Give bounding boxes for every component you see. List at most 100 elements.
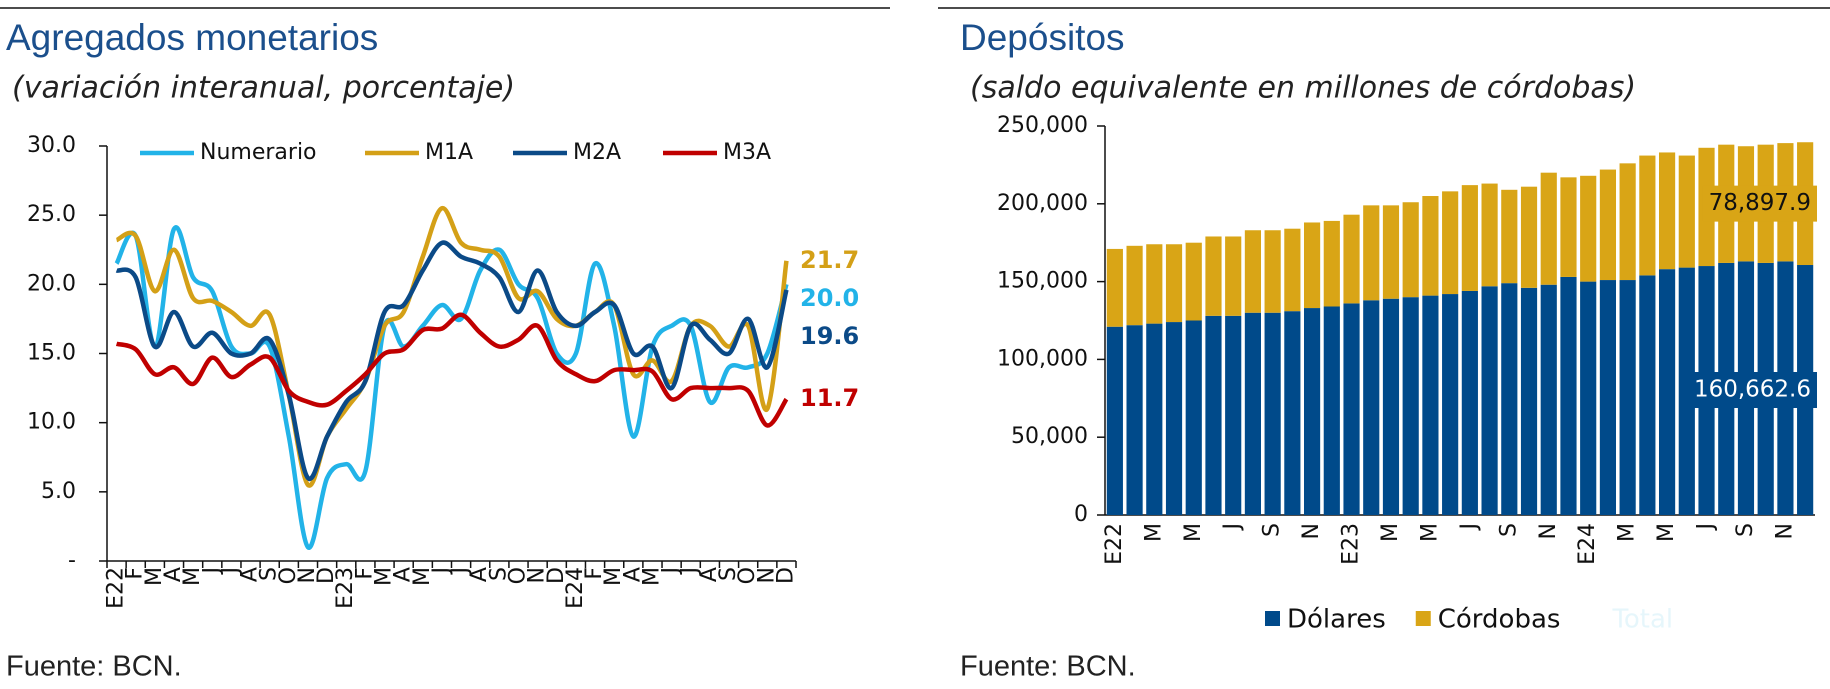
- x-tick-label: E22: [104, 567, 129, 609]
- bar-segment: [1225, 315, 1242, 515]
- x-tick-label: M: [180, 567, 205, 586]
- x-tick-label: M: [601, 567, 626, 586]
- bar-segment: [1185, 320, 1202, 515]
- x-tick-label: M: [639, 567, 664, 586]
- bar-segment: [1402, 202, 1419, 298]
- y-tick-label: 50,000: [1011, 424, 1088, 449]
- source: Fuente: BCN.: [6, 651, 182, 683]
- bar-segment: [1481, 286, 1498, 515]
- x-tick-label: A: [620, 567, 645, 582]
- bar-segment: [1580, 175, 1597, 282]
- bar-segment: [1146, 323, 1163, 515]
- bar-segment: [1126, 245, 1143, 326]
- x-tick-label: E23: [1339, 523, 1364, 565]
- bar-segment: [1540, 172, 1557, 285]
- bar-segment: [1244, 312, 1262, 515]
- data-label: 11.7: [800, 384, 859, 412]
- x-tick-label: S: [257, 567, 282, 581]
- chart-subtitle: (variación interanual, porcentaje): [12, 71, 515, 106]
- bar-segment: [1678, 267, 1695, 515]
- bar-segment: [1599, 169, 1617, 281]
- y-tick-label: 20.0: [27, 271, 76, 296]
- bar-segment: [1402, 297, 1419, 515]
- x-tick-label: M: [1181, 523, 1206, 542]
- bar-segment: [1678, 155, 1695, 268]
- bar-segment: [1619, 163, 1636, 281]
- bar-segment: [1205, 315, 1222, 515]
- line-series: [114, 225, 789, 550]
- x-tick-label: E22: [1102, 523, 1127, 565]
- x-tick-label: O: [735, 567, 760, 584]
- bar-segment: [1540, 284, 1557, 515]
- bar-segment: [1165, 244, 1183, 323]
- x-tick-label: M: [410, 567, 435, 586]
- legend-label: Dólares: [1287, 605, 1386, 635]
- x-tick-label: F: [582, 567, 607, 580]
- data-label-box: [1687, 372, 1817, 409]
- y-tick-label: 0: [1074, 502, 1088, 527]
- bar-segment: [1264, 312, 1281, 515]
- x-tick-label: D: [544, 567, 569, 584]
- bar-segment: [1343, 214, 1360, 304]
- x-tick-label: D: [314, 567, 339, 584]
- bar-segment: [1619, 280, 1636, 515]
- chart-title: Agregados monetarios: [6, 17, 378, 58]
- x-tick-label: M: [1654, 523, 1679, 542]
- x-tick-label: E24: [1575, 523, 1600, 565]
- x-tick-label: M: [1378, 523, 1403, 542]
- x-tick-label: M: [142, 567, 167, 586]
- chart-title: Depósitos: [960, 17, 1125, 58]
- bar-segment: [1658, 269, 1676, 515]
- data-label: 20.0: [800, 284, 859, 312]
- y-tick-label: 150,000: [997, 269, 1088, 294]
- bar-segment: [1501, 189, 1518, 284]
- x-tick-label: S: [1496, 523, 1521, 537]
- x-tick-label: N: [295, 567, 320, 583]
- x-tick-label: N: [1772, 523, 1797, 539]
- x-tick-label: S: [1260, 523, 1285, 537]
- y-tick-label: 10.0: [27, 410, 76, 435]
- x-tick-label: S: [716, 567, 741, 581]
- bar-segment: [1382, 205, 1400, 299]
- bar-segment: [1422, 295, 1439, 515]
- bar-segment: [1185, 242, 1202, 321]
- x-tick-label: M: [372, 567, 397, 586]
- x-tick-label: J: [448, 567, 473, 576]
- bar-segment: [1442, 191, 1459, 295]
- bar-segment: [1165, 322, 1183, 515]
- y-tick-label: 250,000: [997, 113, 1088, 138]
- legend-label: Numerario: [200, 140, 317, 165]
- bar-segment: [1106, 248, 1123, 327]
- line-series: [115, 312, 789, 428]
- bar-segment: [1560, 276, 1577, 515]
- bar-segment: [1363, 300, 1380, 515]
- bar-segment: [1323, 220, 1340, 307]
- x-tick-label: A: [391, 567, 416, 582]
- bar-segment: [1481, 183, 1498, 287]
- data-label: 160,662.6: [1694, 377, 1811, 403]
- bar-segment: [1205, 236, 1222, 316]
- legend-label: M2A: [573, 140, 621, 165]
- x-tick-label: A: [697, 567, 722, 582]
- x-tick-label: D: [773, 567, 798, 584]
- legend-swatch: [1415, 611, 1431, 626]
- bar-segment: [1520, 287, 1538, 515]
- x-tick-label: E23: [333, 567, 358, 609]
- bar-segment: [1303, 222, 1321, 309]
- x-tick-label: J: [218, 567, 243, 576]
- y-tick-label: -: [68, 548, 76, 573]
- y-tick-label: 200,000: [997, 191, 1088, 216]
- bar-segment: [1146, 244, 1163, 324]
- bar-segment: [1442, 294, 1459, 515]
- bar-segment: [1501, 283, 1518, 515]
- bar-segment: [1225, 236, 1242, 316]
- bar-segment: [1284, 228, 1301, 312]
- data-label: 78,897.9: [1709, 190, 1811, 216]
- y-tick-label: 25.0: [27, 202, 76, 227]
- chart-subtitle: (saldo equivalente en millones de córdob…: [970, 71, 1636, 106]
- bar-segment: [1106, 326, 1123, 515]
- bar-segment: [1580, 281, 1597, 515]
- legend-label: M3A: [723, 140, 771, 165]
- legend-swatch: [1265, 611, 1280, 626]
